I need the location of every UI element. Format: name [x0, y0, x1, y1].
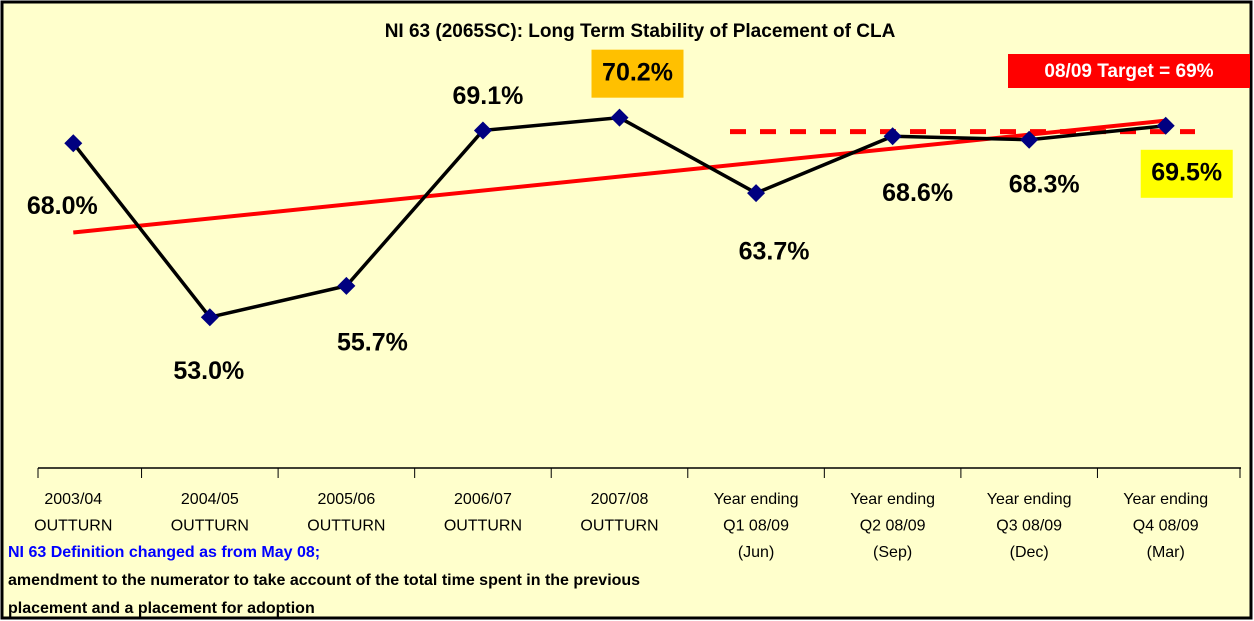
x-tick-label: 2004/05 OUTTURN	[171, 491, 249, 535]
value-label-box	[1140, 149, 1233, 198]
x-tick-label: 2003/04 OUTTURN	[34, 491, 112, 535]
value-label: 68.3%	[1009, 170, 1080, 198]
value-label: 68.6%	[882, 179, 953, 207]
x-tick-label-line: Year ending	[714, 491, 799, 508]
x-tick-label-line: Year ending	[1123, 491, 1208, 508]
value-label: 68.0%	[27, 192, 98, 220]
data-point	[64, 134, 83, 153]
data-point	[1156, 116, 1175, 135]
x-tick-label-line: OUTTURN	[307, 518, 385, 535]
x-tick-label: Year ending Q4 08/09 (Mar)	[1123, 491, 1208, 561]
value-label: 55.7%	[337, 328, 408, 356]
note-line: amendment to the numerator to take accou…	[8, 572, 640, 589]
x-tick-label: 2005/06 OUTTURN	[307, 491, 385, 535]
x-tick-label-line: (Mar)	[1147, 544, 1185, 561]
x-tick-label-line: 2007/08	[591, 491, 649, 508]
target-label-box	[1008, 54, 1250, 88]
data-point	[473, 121, 492, 140]
x-tick-label: Year ending Q3 08/09 (Dec)	[987, 491, 1072, 561]
x-tick-label-line: 2006/07	[454, 491, 512, 508]
x-tick-label: 2006/07 OUTTURN	[444, 491, 522, 535]
x-tick-label-line: (Sep)	[873, 544, 912, 561]
data-point	[883, 127, 902, 146]
data-point	[337, 276, 356, 295]
value-label-box	[591, 49, 684, 98]
x-tick-label: Year ending Q2 08/09 (Sep)	[850, 491, 935, 561]
target-label: 08/09 Target = 69%	[1044, 61, 1213, 82]
x-tick-label-line: OUTTURN	[580, 518, 658, 535]
value-label: 69.1%	[452, 82, 523, 110]
value-label: 53.0%	[173, 357, 244, 385]
data-point	[1020, 130, 1039, 149]
x-tick-label-line: Q1 08/09	[723, 518, 789, 535]
x-tick-label-line: 2003/04	[44, 491, 102, 508]
data-point	[200, 308, 219, 327]
x-tick-label-line: 2005/06	[317, 491, 375, 508]
chart-title: NI 63 (2065SC): Long Term Stability of P…	[385, 21, 896, 42]
x-tick-label-line: Q3 08/09	[996, 518, 1062, 535]
x-tick-label: Year ending Q1 08/09 (Jun)	[714, 491, 799, 561]
x-tick-label-line: (Jun)	[738, 544, 774, 561]
data-point	[747, 184, 766, 203]
value-label: 69.5%	[1151, 158, 1222, 186]
note-line: NI 63 Definition changed as from May 08;	[8, 544, 320, 561]
x-tick-label: 2007/08 OUTTURN	[580, 491, 658, 535]
value-label: 70.2%	[602, 58, 673, 86]
x-tick-label-line: OUTTURN	[171, 518, 249, 535]
value-label: 63.7%	[739, 238, 810, 266]
x-tick-label-line: Year ending	[987, 491, 1072, 508]
x-tick-label-line: OUTTURN	[444, 518, 522, 535]
data-point	[610, 108, 629, 127]
x-tick-label-line: Year ending	[850, 491, 935, 508]
x-tick-label-line: (Dec)	[1010, 544, 1049, 561]
x-tick-label-line: Q2 08/09	[860, 518, 926, 535]
note-line: placement and a placement for adoption	[8, 600, 315, 617]
x-tick-label-line: 2004/05	[181, 491, 239, 508]
x-tick-label-line: OUTTURN	[34, 518, 112, 535]
x-tick-label-line: Q4 08/09	[1133, 518, 1199, 535]
